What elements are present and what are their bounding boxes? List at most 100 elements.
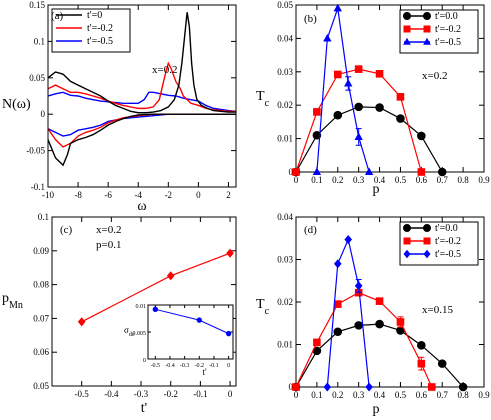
x-tick-label: 0.8 (457, 175, 469, 185)
annotation: x=0.2 (422, 70, 447, 82)
data-point (323, 33, 332, 42)
data-point (196, 317, 202, 323)
legend-label: t'=-0.2 (87, 23, 113, 34)
legend-box (399, 221, 479, 266)
x-tick-label: -0.1 (193, 389, 207, 399)
panel-label: (d) (304, 224, 317, 236)
data-point (226, 248, 234, 258)
data-point (403, 12, 411, 20)
y-tick-label: 0.01 (136, 304, 147, 310)
panel-c: -0.5 -0.4 -0.3 -0.2 -0.1 0 0.05 0.06 0.07 0.08 0.0… (2, 212, 237, 416)
data-point (375, 297, 384, 305)
data-point (333, 70, 342, 79)
ylabel-main: p (2, 291, 9, 306)
data-point (364, 167, 374, 176)
legend-label: t'=0 (87, 10, 102, 21)
data-point (313, 338, 321, 347)
x-axis-label: p (373, 182, 380, 197)
series-line (295, 291, 433, 388)
annotation: x=0.15 (422, 304, 453, 316)
x-tick-label: 2 (226, 190, 231, 200)
series-line (48, 12, 236, 114)
x-tick-label: -0.2 (164, 389, 178, 399)
y-tick-label: 0.005 (133, 331, 147, 337)
ylabel-main: T (256, 297, 265, 312)
data-point (333, 259, 342, 269)
x-tick-label: 0.6 (416, 390, 428, 400)
y-tick-label: 0.15 (29, 0, 45, 10)
x-tick-label: -0.1 (209, 363, 219, 369)
data-point (423, 224, 431, 232)
inset-y-axis-label: σdc (124, 325, 135, 338)
y-tick-label: 0.1 (38, 212, 49, 222)
legend-label: t'=-0.2 (435, 236, 461, 247)
x-tick-label: 0 (294, 175, 299, 185)
y-tick-label: 0 (41, 109, 46, 119)
data-point (225, 330, 232, 337)
ylabel-sub: c (265, 98, 270, 109)
data-point (403, 249, 411, 259)
series-line (48, 61, 236, 112)
x-tick-label: 0.5 (395, 175, 407, 185)
plot-frame (51, 216, 237, 387)
x-tick-label: -0.4 (165, 363, 175, 369)
x-tick-label: 0.7 (437, 175, 449, 185)
data-point (292, 168, 300, 176)
x-tick-label: -0.4 (104, 389, 119, 399)
y-tick-label: 0.02 (277, 297, 293, 307)
x-tick-label: 0 (196, 190, 201, 200)
x-tick-label: 0.2 (332, 175, 343, 185)
legend-label: t'=-0.5 (435, 37, 461, 48)
x-tick-label: 0 (227, 363, 230, 369)
ylabel-main: σ (124, 325, 129, 335)
x-axis-label: t' (141, 401, 147, 416)
data-point (396, 114, 405, 123)
data-point (333, 110, 343, 120)
x-tick-label: -0.5 (151, 363, 161, 369)
data-point (423, 37, 431, 45)
data-point (375, 319, 384, 329)
ylabel-sub: dc (129, 332, 135, 338)
inset-x-axis-label: t' (202, 367, 207, 377)
data-point (437, 359, 447, 368)
y-tick-label: 0 (289, 382, 294, 392)
series-line (48, 113, 236, 137)
y-axis-label: Tc (256, 297, 270, 317)
y-tick-label: -0.1 (31, 182, 45, 192)
data-point (152, 306, 159, 313)
x-tick-label: 0.9 (478, 175, 490, 185)
x-tick-label: 0.1 (311, 175, 322, 185)
data-point (375, 103, 384, 112)
x-tick-label: 0.5 (395, 390, 407, 400)
data-point (403, 25, 411, 33)
inset-chart: -0.5 -0.4 -0.3 -0.2 -0.1 0 0 0.005 0.01 σdc t' (124, 304, 234, 377)
legend-label: t'=-0.5 (87, 36, 113, 47)
data-point (423, 237, 431, 245)
legend-box (399, 9, 479, 54)
data-point (354, 281, 363, 291)
series-line (48, 113, 236, 167)
y-tick-label: 0.03 (277, 67, 293, 77)
x-tick-label: -0.5 (75, 389, 90, 399)
x-tick-label: 0.2 (332, 390, 343, 400)
data-point (354, 102, 363, 112)
data-point (417, 341, 426, 350)
y-tick-label: 0.05 (29, 73, 45, 83)
data-point (313, 108, 321, 116)
x-tick-label: 0.8 (457, 390, 469, 400)
y-tick-label: 0.01 (277, 134, 293, 144)
x-tick-label: -10 (42, 190, 54, 200)
y-tick-label: 0.05 (33, 381, 49, 391)
data-point (333, 3, 342, 12)
data-point (458, 382, 468, 392)
plot-frame (295, 4, 485, 173)
x-tick-label: 0.3 (353, 390, 365, 400)
x-tick-label: -8 (74, 190, 82, 200)
data-point (423, 12, 431, 20)
data-point (375, 70, 384, 78)
x-tick-label: -0.3 (180, 363, 190, 369)
x-tick-label: 0 (294, 390, 299, 400)
y-tick-label: 0.01 (277, 340, 293, 350)
panel-label: (c) (60, 224, 73, 236)
